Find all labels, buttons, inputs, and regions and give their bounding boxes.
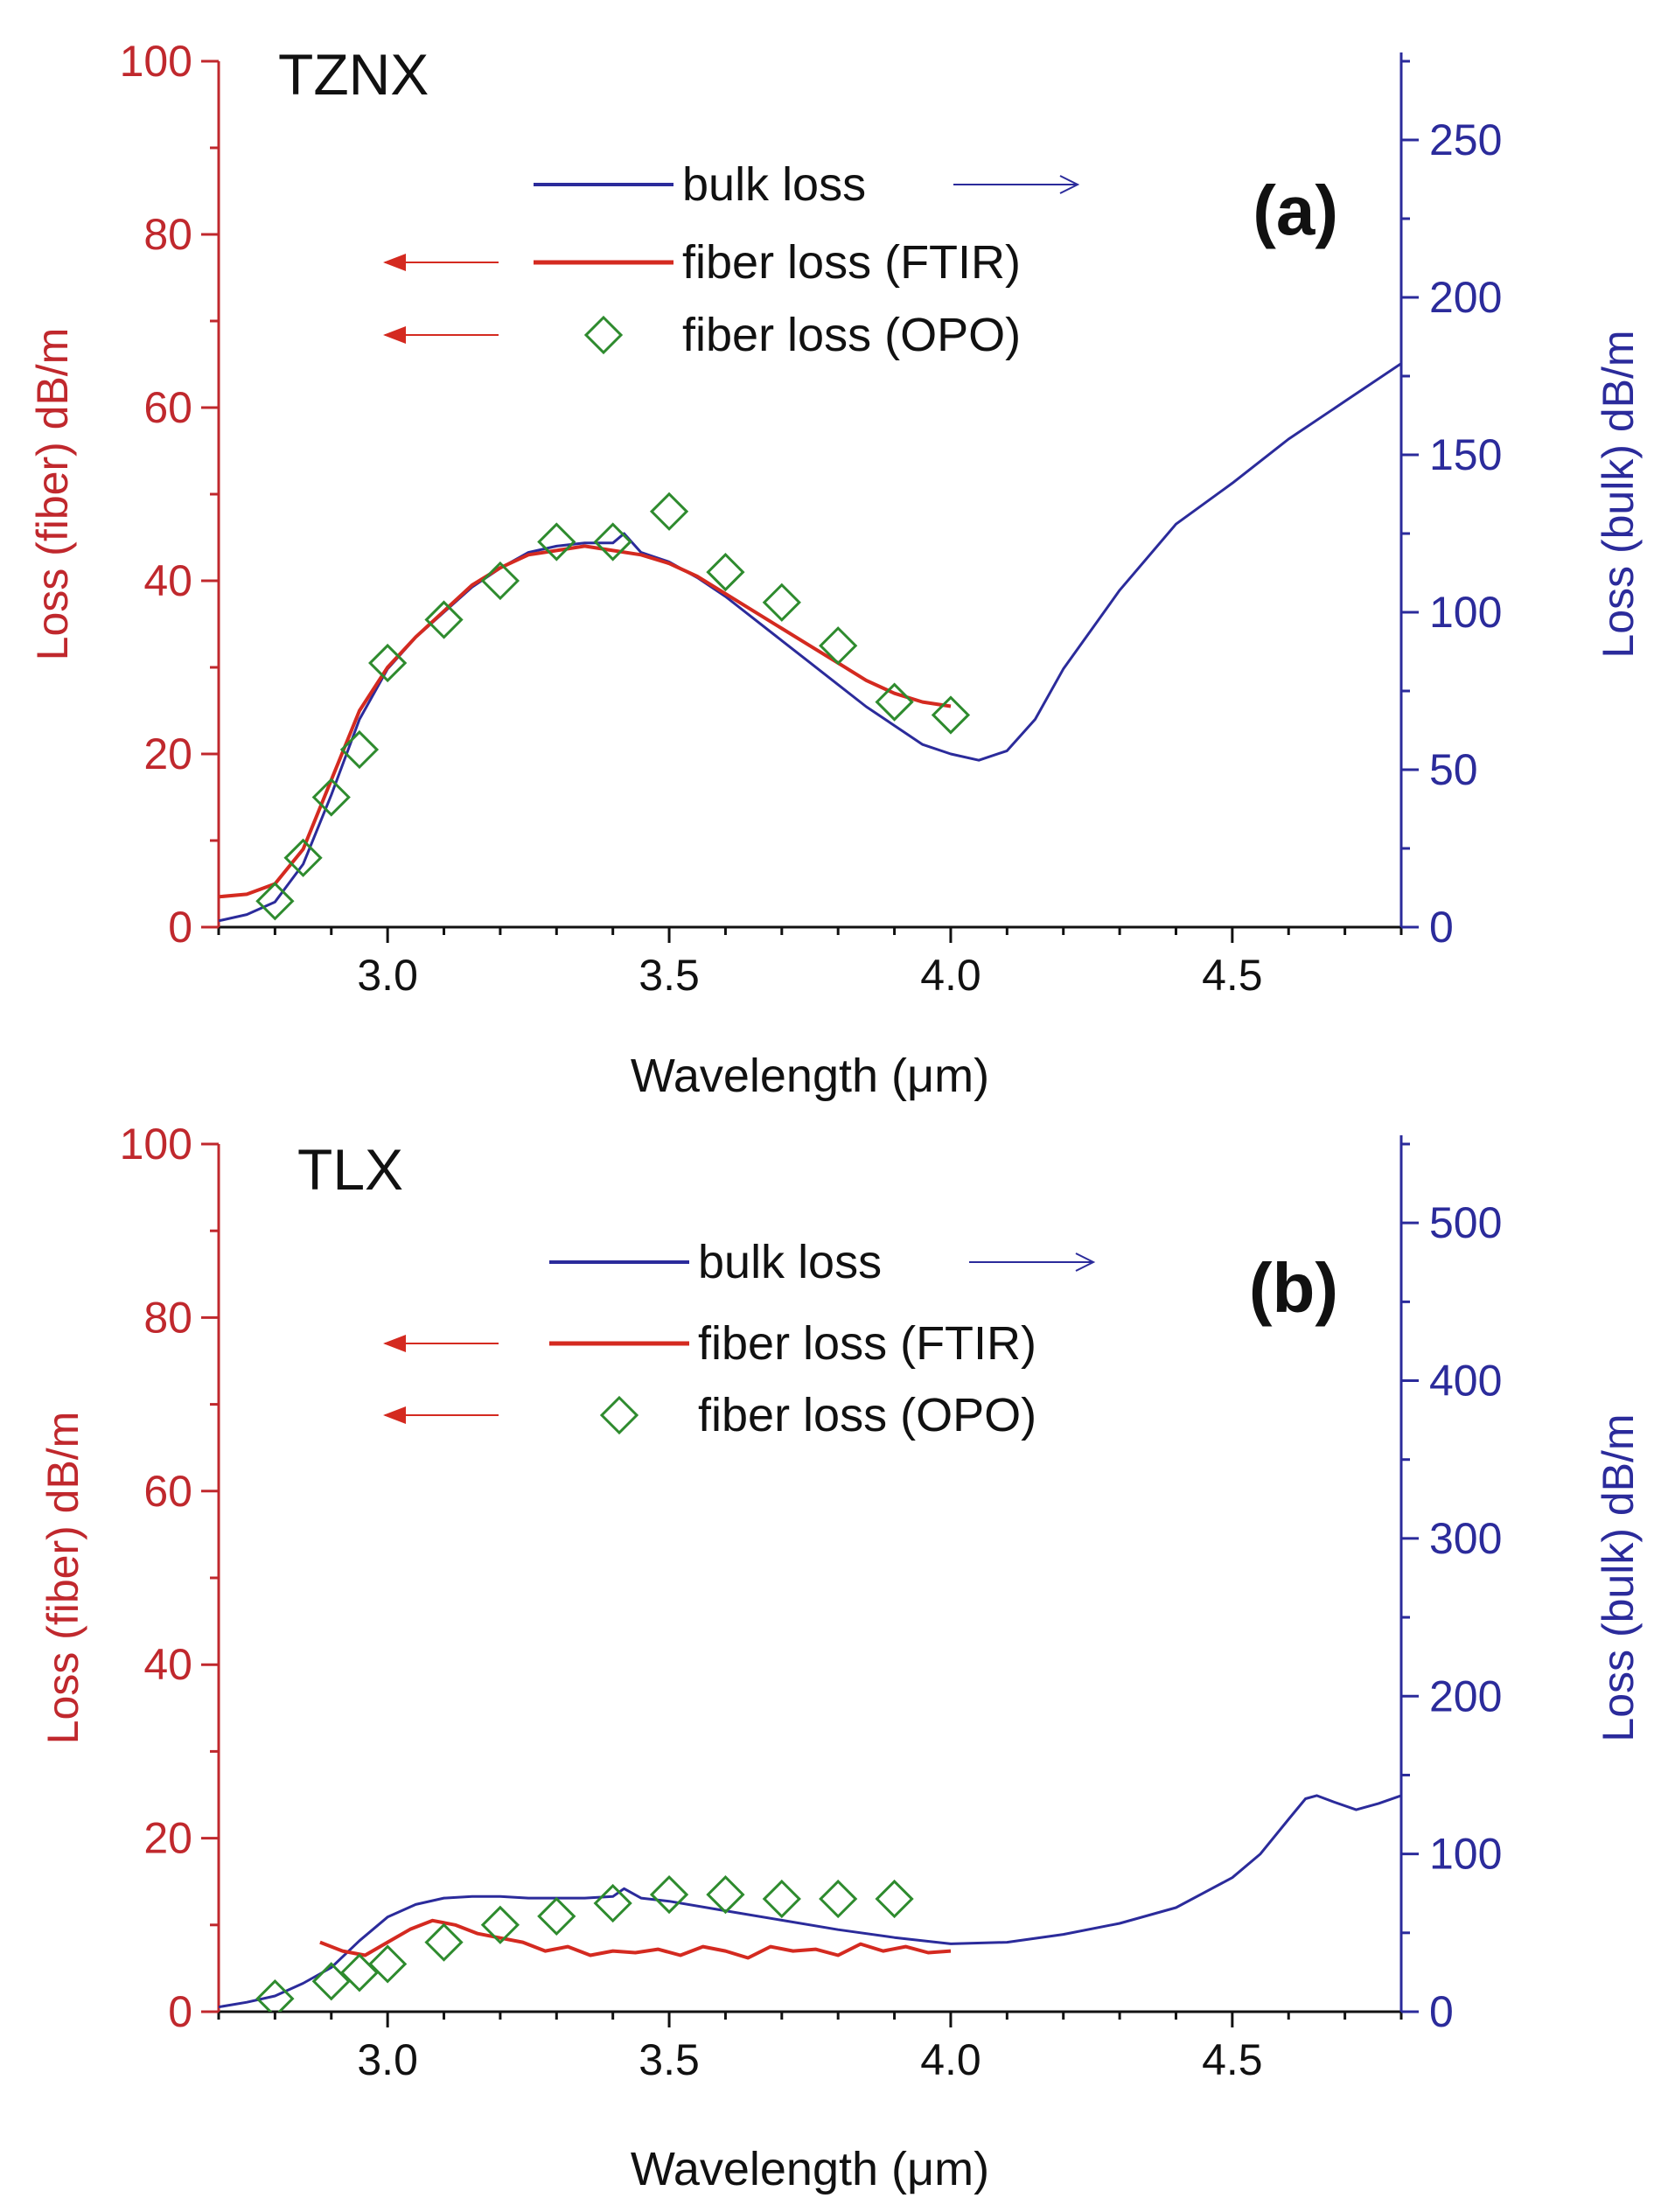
- legend-right-arrow-head: [1059, 175, 1080, 194]
- opo-data-point: [339, 729, 380, 770]
- right-y-tick-label: 200: [1429, 273, 1502, 322]
- left-y-tick-label: 100: [120, 37, 192, 86]
- left-y-tick-label: 60: [143, 1467, 192, 1516]
- opo-data-point: [649, 1874, 689, 1915]
- legend-label-opo: fiber loss (OPO): [682, 309, 1021, 361]
- left-y-tick-label: 20: [143, 1814, 192, 1863]
- x-tick-label: 3.5: [639, 2035, 700, 2084]
- legend: bulk loss fiber loss (FTIR) fiber loss (OP…: [383, 1236, 1096, 1441]
- left-y-tick-label: 40: [143, 1640, 192, 1689]
- opo-data-point: [593, 522, 632, 562]
- legend-label-bulk: bulk loss: [682, 158, 866, 211]
- x-axis-label: Wavelength (μm): [631, 1050, 989, 1102]
- x-tick-label: 4.5: [1202, 2035, 1263, 2084]
- left-y-tick-label: 80: [143, 210, 192, 259]
- legend-label-ftir: fiber loss (FTIR): [698, 1317, 1036, 1370]
- opo-data-point: [283, 838, 323, 877]
- legend-opo-swatch: [599, 1395, 639, 1435]
- x-axis-label: Wavelength (μm): [631, 2143, 989, 2195]
- fiber-loss-ftir-line: [319, 1918, 952, 1960]
- chart-panel-b: 3.0 3.5 4.0 4.5 0 20 40 60 80 100 0 100 200 300 400 500…: [38, 1120, 1643, 2195]
- opo-data-point: [819, 1879, 858, 1919]
- opo-data-point: [311, 1962, 351, 2001]
- panel-label: (b): [1249, 1249, 1338, 1327]
- opo-data-point: [537, 1896, 576, 1936]
- right-y-axis-label: Loss (bulk) dB/m: [1594, 1413, 1643, 1741]
- left-y-tick-label: 20: [143, 729, 192, 778]
- x-tick-label: 3.0: [357, 951, 418, 1000]
- opo-data-point: [762, 583, 801, 622]
- left-y-tick-label: 0: [168, 1987, 192, 2036]
- right-y-axis-label: Loss (bulk) dB/m: [1594, 330, 1643, 658]
- opo-data-point: [537, 522, 576, 562]
- opo-data-point: [762, 1879, 801, 1919]
- data-layer: [219, 1794, 1401, 2012]
- opo-data-point: [255, 1978, 295, 2012]
- left-y-axis-label: Loss (fiber) dB/m: [38, 1412, 87, 1745]
- x-tick-label: 4.5: [1202, 951, 1263, 1000]
- x-tick-label: 4.0: [920, 2035, 981, 2084]
- opo-data-point: [593, 1883, 632, 1923]
- right-y-tick-label: 250: [1429, 115, 1502, 164]
- left-y-tick-label: 40: [143, 556, 192, 605]
- opo-data-point: [819, 626, 858, 666]
- chart-panel-a: 3.0 3.5 4.0 4.5 0 20 40 60 80 100 0 50 100 150 200 250 W…: [28, 37, 1643, 1102]
- data-layer: [219, 362, 1401, 923]
- left-y-tick-label: 100: [120, 1120, 192, 1169]
- fiber-loss-ftir-line: [219, 544, 952, 899]
- opo-data-point: [480, 561, 520, 601]
- opo-data-point: [255, 882, 295, 921]
- right-y-tick-label: 0: [1429, 903, 1454, 952]
- right-y-tick-label: 0: [1429, 1987, 1454, 2036]
- legend-label-ftir: fiber loss (FTIR): [682, 236, 1021, 289]
- legend-left-arrow-head: [383, 1406, 406, 1424]
- opo-data-point: [931, 695, 971, 735]
- left-y-axis-label: Loss (fiber) dB/m: [28, 328, 77, 661]
- legend-right-arrow-head: [1075, 1253, 1096, 1272]
- legend-left-arrow-head: [383, 1335, 406, 1352]
- opo-data-point: [480, 1905, 520, 1944]
- right-y-tick-label: 100: [1429, 588, 1502, 637]
- opo-data-point: [368, 1944, 408, 1984]
- left-y-tick-label: 0: [168, 903, 192, 952]
- opo-data-point: [875, 1879, 914, 1919]
- opo-data-point: [339, 1953, 380, 1992]
- right-y-tick-label: 100: [1429, 1830, 1502, 1879]
- opo-data-point: [424, 1922, 464, 1962]
- x-tick-label: 3.0: [357, 2035, 418, 2084]
- legend-left-arrow-head: [383, 326, 406, 344]
- opo-data-point: [424, 600, 464, 639]
- right-y-tick-label: 50: [1429, 745, 1478, 794]
- x-tick-label: 3.5: [639, 951, 700, 1000]
- right-y-tick-label: 500: [1429, 1198, 1502, 1247]
- opo-data-point: [311, 778, 351, 817]
- x-tick-label: 4.0: [920, 951, 981, 1000]
- opo-data-point: [706, 552, 745, 592]
- chart-title: TZNX: [278, 42, 429, 107]
- opo-data-point: [875, 682, 914, 722]
- right-y-tick-label: 200: [1429, 1671, 1502, 1720]
- right-y-tick-label: 150: [1429, 430, 1502, 479]
- opo-data-point: [649, 492, 689, 531]
- left-y-tick-label: 60: [143, 383, 192, 432]
- right-y-tick-label: 400: [1429, 1357, 1502, 1406]
- panel-label: (a): [1253, 171, 1338, 249]
- opo-data-point: [706, 1874, 745, 1915]
- legend-label-opo: fiber loss (OPO): [698, 1389, 1036, 1441]
- right-y-tick-label: 300: [1429, 1514, 1502, 1563]
- chart-title: TLX: [297, 1137, 403, 1202]
- legend-left-arrow-head: [383, 254, 406, 271]
- left-y-tick-label: 80: [143, 1293, 192, 1342]
- opo-data-point: [368, 643, 408, 683]
- legend-opo-swatch: [583, 315, 624, 355]
- bulk-loss-line: [219, 362, 1401, 923]
- legend: bulk loss fiber loss (FTIR) fiber loss (OP…: [383, 158, 1080, 361]
- legend-label-bulk: bulk loss: [698, 1236, 882, 1288]
- bulk-loss-line: [219, 1794, 1401, 2009]
